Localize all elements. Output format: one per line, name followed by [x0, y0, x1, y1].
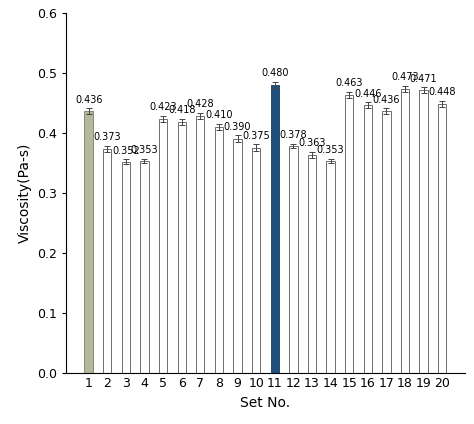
Text: 0.436: 0.436 [373, 95, 400, 105]
Bar [345, 95, 354, 373]
Bar [140, 161, 149, 373]
Bar [103, 149, 111, 373]
Text: 0.436: 0.436 [75, 95, 102, 105]
Bar [438, 104, 447, 373]
Bar [122, 162, 130, 373]
Text: 0.471: 0.471 [410, 74, 438, 84]
Text: 0.375: 0.375 [242, 131, 270, 141]
X-axis label: Set No.: Set No. [240, 396, 291, 410]
Bar [364, 105, 372, 373]
Text: 0.480: 0.480 [261, 68, 289, 78]
Text: 0.446: 0.446 [354, 89, 382, 99]
Text: 0.423: 0.423 [149, 103, 177, 112]
Text: 0.418: 0.418 [168, 106, 195, 115]
Text: 0.448: 0.448 [428, 87, 456, 98]
Bar [159, 119, 167, 373]
Text: 0.428: 0.428 [186, 99, 214, 109]
Bar [177, 122, 186, 373]
Text: 0.378: 0.378 [280, 130, 307, 140]
Bar [382, 111, 391, 373]
Bar [271, 85, 279, 373]
Bar [252, 148, 260, 373]
Bar [327, 161, 335, 373]
Text: 0.473: 0.473 [391, 73, 419, 82]
Text: 0.373: 0.373 [93, 132, 121, 142]
Bar [84, 111, 93, 373]
Bar [233, 139, 242, 373]
Bar [308, 155, 316, 373]
Text: 0.353: 0.353 [131, 145, 158, 155]
Bar [401, 89, 409, 373]
Bar [215, 127, 223, 373]
Bar [289, 146, 298, 373]
Text: 0.353: 0.353 [317, 145, 345, 155]
Bar [196, 116, 204, 373]
Text: 0.410: 0.410 [205, 110, 233, 120]
Text: 0.390: 0.390 [224, 122, 251, 132]
Text: 0.363: 0.363 [298, 139, 326, 148]
Text: 0.352: 0.352 [112, 146, 140, 156]
Y-axis label: Viscosity(Pa-s): Viscosity(Pa-s) [18, 143, 32, 243]
Text: 0.463: 0.463 [336, 78, 363, 89]
Bar [419, 90, 428, 373]
